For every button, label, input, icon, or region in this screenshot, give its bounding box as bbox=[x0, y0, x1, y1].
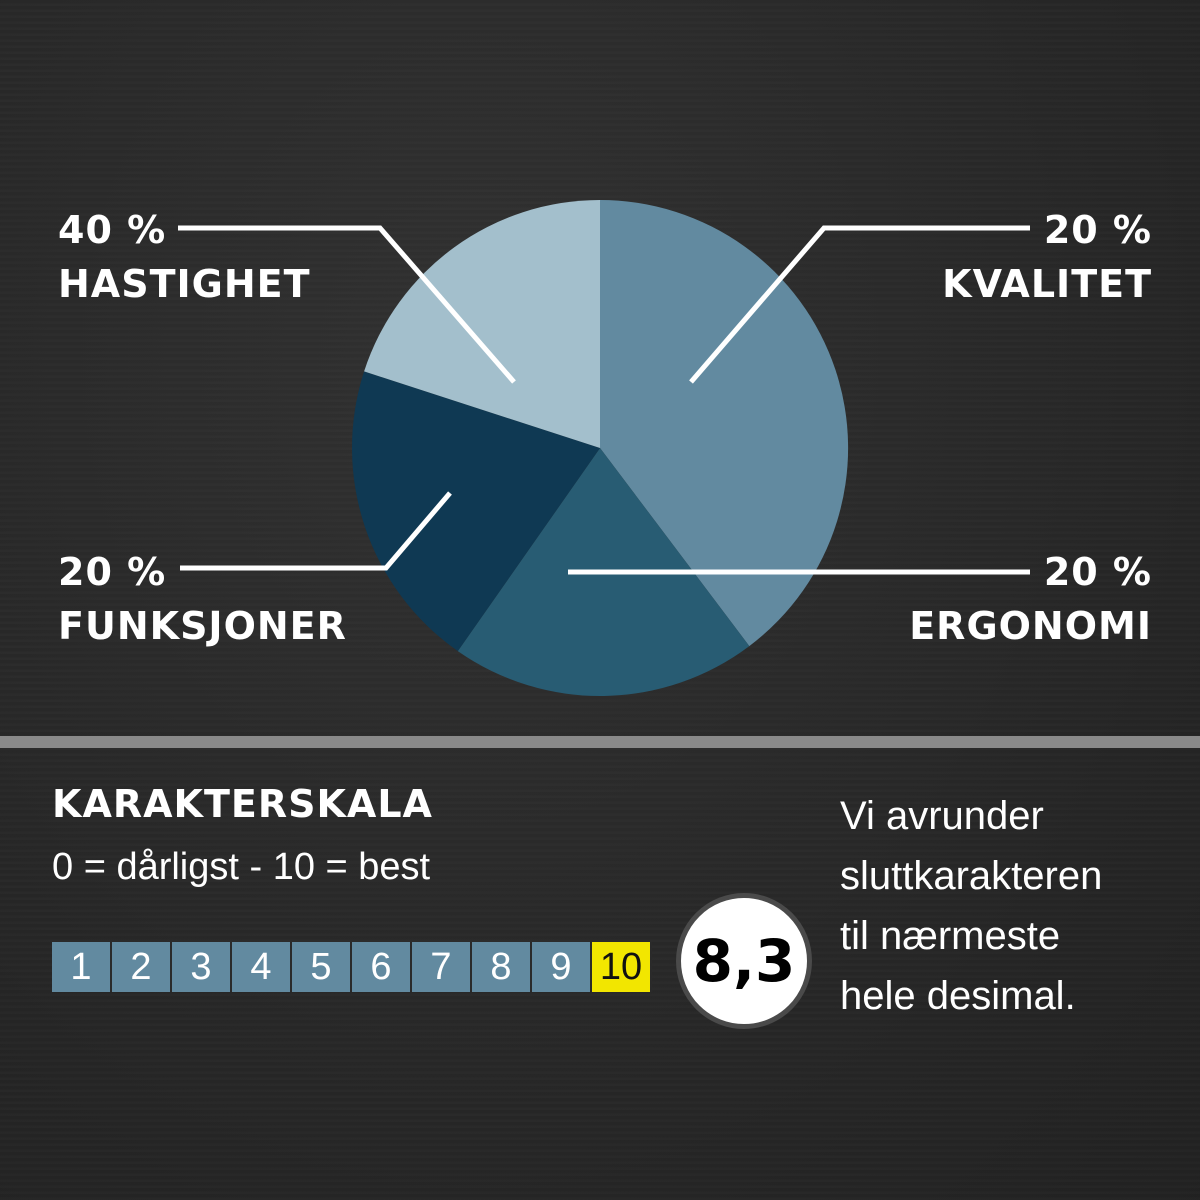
slice-pct-hastighet: 40 % bbox=[58, 208, 167, 252]
scale-cell-5: 5 bbox=[292, 942, 352, 992]
pie-slice-funksjoner bbox=[352, 371, 600, 652]
slice-name-hastighet: HASTIGHET bbox=[58, 262, 311, 306]
leader-line-funksjoner bbox=[180, 491, 452, 571]
score-badge: 8,3 bbox=[676, 893, 812, 1029]
leader-line-hastighet bbox=[178, 225, 516, 384]
grade-scale: 1 2 3 4 5 6 7 8 9 10 bbox=[52, 942, 652, 992]
scale-cell-9: 9 bbox=[532, 942, 592, 992]
note-line-2: sluttkarakteren bbox=[840, 854, 1103, 898]
slice-label-kvalitet: 20 % KVALITET bbox=[942, 203, 1152, 311]
pie-chart bbox=[178, 199, 1030, 696]
scale-cell-3: 3 bbox=[172, 942, 232, 992]
scale-cell-8: 8 bbox=[472, 942, 532, 992]
scale-cell-2: 2 bbox=[112, 942, 172, 992]
slice-name-kvalitet: KVALITET bbox=[942, 262, 1152, 306]
section-divider bbox=[0, 736, 1200, 748]
slice-pct-ergonomi: 20 % bbox=[1043, 550, 1152, 594]
note-line-3: til nærmeste bbox=[840, 914, 1061, 958]
pie-slice-kvalitet bbox=[600, 199, 849, 647]
scale-title: KARAKTERSKALA bbox=[52, 782, 433, 826]
slice-pct-kvalitet: 20 % bbox=[1043, 208, 1152, 252]
slice-name-ergonomi: ERGONOMI bbox=[909, 604, 1152, 648]
scale-cell-10: 10 bbox=[592, 942, 652, 992]
scale-cell-4: 4 bbox=[232, 942, 292, 992]
pie-slice-hastighet bbox=[364, 200, 600, 448]
scale-subtitle: 0 = dårligst - 10 = best bbox=[52, 846, 431, 888]
note-line-4: hele desimal. bbox=[840, 974, 1076, 1018]
scale-cell-7: 7 bbox=[412, 942, 472, 992]
slice-label-hastighet: 40 % HASTIGHET bbox=[58, 203, 311, 311]
slice-label-funksjoner: 20 % FUNKSJONER bbox=[58, 545, 347, 653]
note-line-1: Vi avrunder bbox=[840, 794, 1044, 838]
scale-cell-1: 1 bbox=[52, 942, 112, 992]
rounding-note: Vi avrunder sluttkarakteren til nærmeste… bbox=[840, 786, 1102, 1026]
slice-name-funksjoner: FUNKSJONER bbox=[58, 604, 347, 648]
slice-label-ergonomi: 20 % ERGONOMI bbox=[909, 545, 1152, 653]
slice-pct-funksjoner: 20 % bbox=[58, 550, 167, 594]
leader-line-kvalitet bbox=[689, 225, 1030, 384]
scale-cell-6: 6 bbox=[352, 942, 412, 992]
